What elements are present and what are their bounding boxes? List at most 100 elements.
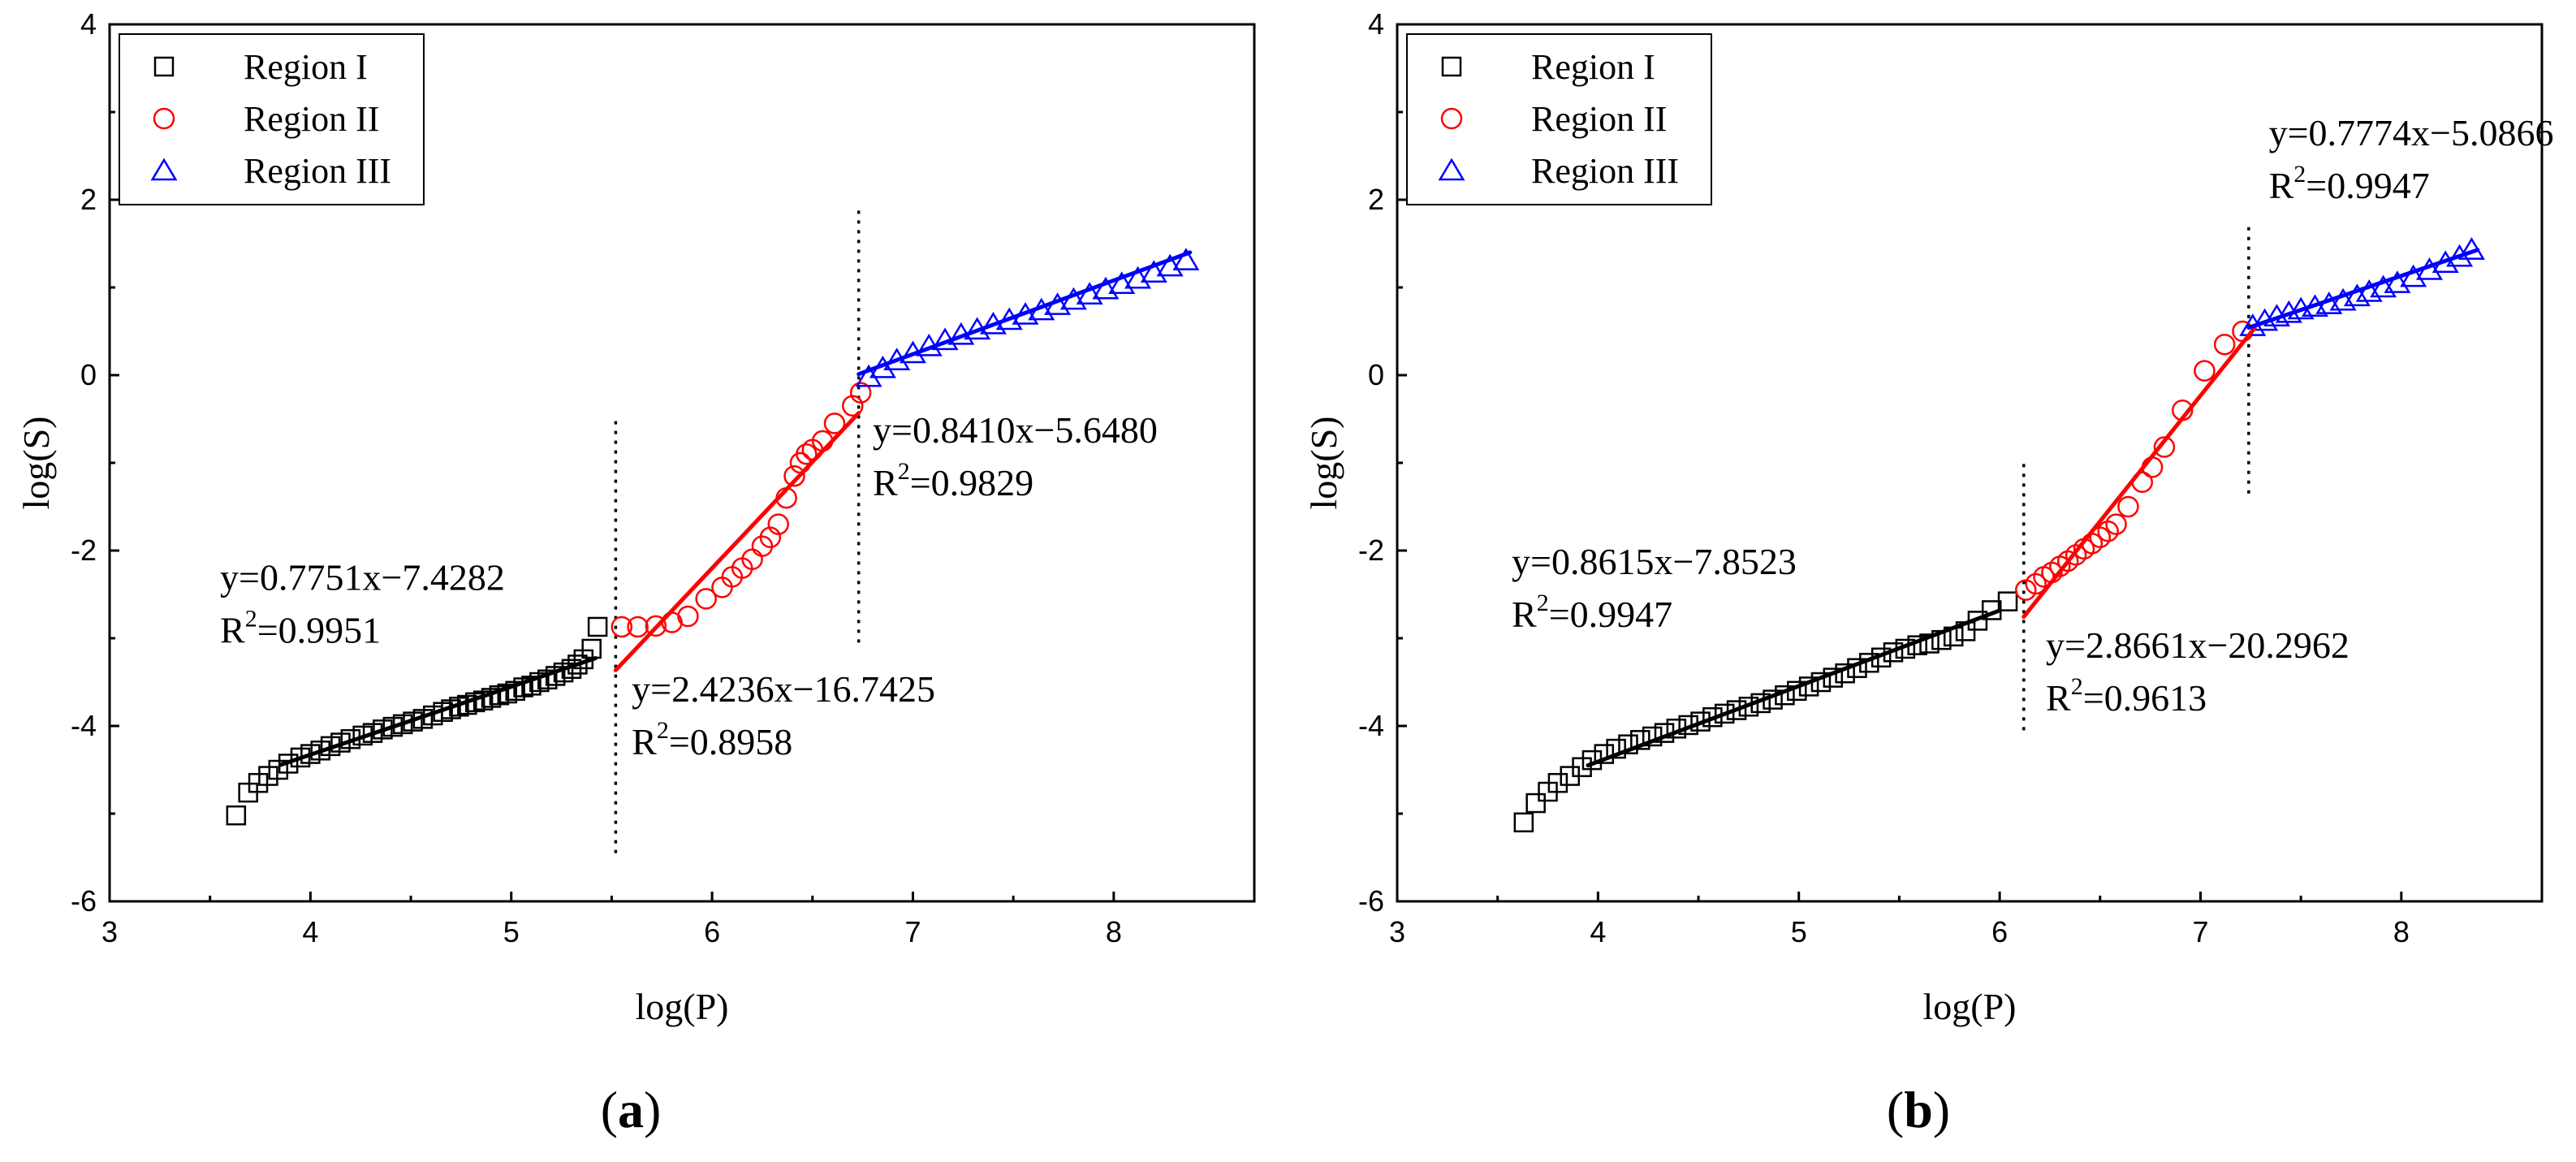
data-point-square xyxy=(1714,703,1735,724)
r-squared-exponent: 2 xyxy=(1537,590,1549,616)
data-point-square xyxy=(1606,738,1626,759)
r-squared-exponent: 2 xyxy=(2293,161,2306,188)
y-tick-label: 2 xyxy=(80,183,97,216)
y-tick-label: -4 xyxy=(71,709,97,742)
fit-line xyxy=(857,250,1193,377)
data-point-square xyxy=(587,616,608,637)
y-tick-label: 4 xyxy=(1368,7,1384,41)
data-point-circle xyxy=(2025,572,2047,595)
panel-label-a: (a) xyxy=(600,1081,662,1138)
series-region-ii xyxy=(611,382,872,638)
y-tick-label: -6 xyxy=(1358,884,1384,918)
data-point-circle xyxy=(783,464,805,487)
data-point-circle xyxy=(2213,333,2236,356)
data-point-triangle xyxy=(1108,271,1136,294)
data-point-square xyxy=(1572,757,1592,778)
data-point-circle xyxy=(849,382,872,404)
data-point-square xyxy=(1726,700,1747,720)
chart-b: 3 4 5 6 7 8 -6 -4 -2 0 2 4 log(P) log(S) y=0.8615x−7.8… xyxy=(1303,7,2554,1027)
r-squared-symbol: R xyxy=(632,721,657,762)
r-squared-value: =0.8958 xyxy=(669,721,792,762)
legend-entry: Region I xyxy=(1531,47,1655,87)
x-tick-label: 4 xyxy=(1590,915,1606,948)
data-point-square xyxy=(1547,772,1568,793)
data-point-circle xyxy=(823,413,846,434)
y-tick-label: 4 xyxy=(80,7,97,41)
data-point-circle xyxy=(2097,520,2119,542)
r-squared-exponent: 2 xyxy=(657,717,669,744)
data-point-circle xyxy=(677,605,699,628)
x-tick-label: 4 xyxy=(302,915,318,948)
data-point-circle xyxy=(611,616,633,638)
data-point-square xyxy=(382,716,403,737)
data-point-square xyxy=(1441,56,1462,77)
y-tick-label: 2 xyxy=(1368,183,1384,216)
panel-label-b: (b) xyxy=(1886,1081,1951,1138)
legend-entry: Region II xyxy=(244,99,379,139)
data-point-square xyxy=(567,654,588,675)
fit-r-squared: R2=0.9613 xyxy=(2046,673,2207,719)
data-point-circle xyxy=(767,513,789,535)
r-squared-value: =0.9613 xyxy=(2083,677,2207,719)
fit-equation: y=0.8410x−5.6480 xyxy=(873,409,1158,451)
x-axis-label: log(P) xyxy=(636,986,729,1027)
data-point-square xyxy=(1919,633,1940,654)
r-squared-symbol: R xyxy=(2269,165,2294,206)
fit-r-squared: R2=0.9947 xyxy=(1512,590,1672,635)
data-point-circle xyxy=(842,395,864,417)
data-point-square xyxy=(258,766,278,786)
r-squared-exponent: 2 xyxy=(2071,673,2083,700)
data-point-circle xyxy=(1440,107,1463,130)
y-tick-label: -6 xyxy=(71,884,97,918)
x-tick-label: 3 xyxy=(1389,915,1405,948)
x-tick-label: 8 xyxy=(2393,915,2410,948)
fit-r-squared: R2=0.9951 xyxy=(220,606,381,651)
fit-line xyxy=(1586,608,2002,768)
x-tick-label: 5 xyxy=(503,915,520,948)
fit-line xyxy=(278,656,598,767)
data-point-circle xyxy=(153,107,175,130)
data-point-triangle xyxy=(2343,283,2371,307)
x-tick-label: 8 xyxy=(1106,915,1122,948)
r-squared-symbol: R xyxy=(2046,677,2071,719)
chart-panel-b: 3 4 5 6 7 8 -6 -4 -2 0 2 4 log(P) log(S) y=0.8615x−7.8… xyxy=(1288,0,2575,1162)
data-point-square xyxy=(1997,591,2018,611)
fit-equation: y=0.8615x−7.8523 xyxy=(1512,541,1797,582)
chart-panel-a: 3 4 5 6 7 8 -6 -4 -2 0 2 4 log(P) log(S) y=0.7751x−7.4… xyxy=(15,7,1256,1138)
legend-entry: Region III xyxy=(244,151,391,191)
fit-equation: y=0.7774x−5.0866 xyxy=(2269,112,2554,153)
r-squared-value: =0.9951 xyxy=(257,610,381,651)
data-point-triangle xyxy=(1438,158,1465,181)
y-axis-label: log(S) xyxy=(1303,417,1344,510)
chart-a: 3 4 5 6 7 8 -6 -4 -2 0 2 4 log(P) log(S) y=0.7751x−7.4… xyxy=(15,7,1256,1027)
r-squared-symbol: R xyxy=(220,610,245,651)
data-point-square xyxy=(290,747,311,768)
data-point-square xyxy=(362,723,383,743)
data-point-triangle xyxy=(150,158,178,181)
data-point-circle xyxy=(695,588,717,610)
legend-box xyxy=(119,33,425,205)
fit-r-squared: R2=0.9947 xyxy=(2269,161,2430,206)
fit-line xyxy=(613,411,861,672)
data-point-circle xyxy=(759,526,782,549)
data-point-square xyxy=(373,719,393,740)
x-tick-label: 7 xyxy=(2192,915,2208,948)
x-tick-label: 3 xyxy=(101,915,118,948)
data-point-circle xyxy=(2105,513,2127,535)
fit-equation: y=2.8661x−20.2962 xyxy=(2046,624,2349,666)
r-squared-value: =0.9947 xyxy=(1549,594,1672,635)
r-squared-value: =0.9829 xyxy=(910,462,1033,503)
data-point-square xyxy=(248,772,269,793)
r-squared-exponent: 2 xyxy=(245,606,257,633)
r-squared-exponent: 2 xyxy=(898,458,910,485)
data-point-square xyxy=(268,759,289,780)
data-point-circle xyxy=(796,443,818,465)
fit-equation: y=2.4236x−16.7425 xyxy=(632,668,935,710)
x-tick-label: 6 xyxy=(704,915,720,948)
data-point-circle xyxy=(2117,495,2139,518)
legend-entry: Region III xyxy=(1531,151,1679,191)
y-tick-label: -2 xyxy=(1358,533,1384,567)
legend: Region I Region II Region III xyxy=(1406,33,1712,205)
legend-box xyxy=(1406,33,1712,205)
fit-r-squared: R2=0.8958 xyxy=(632,717,792,762)
